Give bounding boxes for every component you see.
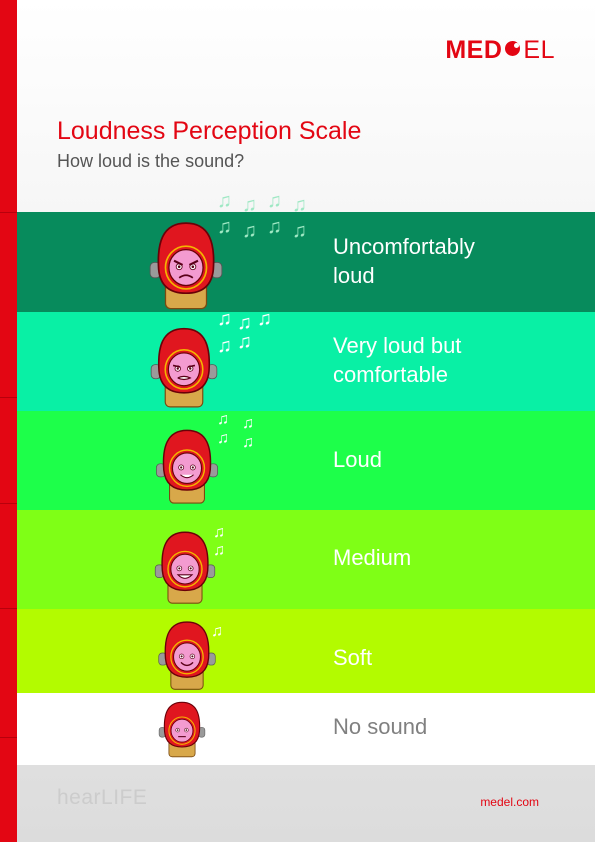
loudness-scale: ♫ ♫ ♫ ♫ ♫ ♫ ♫ ♫ Uncomfortably loud ♫ ♫ ♫ ♫ ♫ Very lo… bbox=[17, 190, 595, 765]
level-label: Loud bbox=[333, 447, 382, 472]
level-loud: ♫ ♫ ♫ ♫ Loud bbox=[17, 411, 595, 510]
logo-ear-icon bbox=[505, 41, 521, 56]
left-accent-bar bbox=[0, 0, 17, 842]
music-note-icon: ♫ bbox=[257, 308, 272, 330]
music-note-icon: ♫ bbox=[217, 411, 229, 428]
medel-logo: MED EL bbox=[445, 36, 555, 65]
music-note-icon: ♫ bbox=[217, 335, 232, 358]
header: MED EL Loudness Perception Scale How lou… bbox=[0, 0, 595, 212]
level-label: Soft bbox=[333, 645, 373, 670]
music-note-icon: ♫ bbox=[217, 216, 232, 239]
music-notes-icon: ♫ ♫ ♫ ♫ ♫ ♫ ♫ ♫ bbox=[217, 190, 317, 250]
music-note-icon: ♫ bbox=[292, 220, 307, 243]
level-label: Very loud but comfortable bbox=[333, 333, 462, 387]
logo-text-right: EL bbox=[523, 36, 555, 64]
music-note-icon: ♫ bbox=[267, 216, 282, 239]
music-note-icon: ♫ bbox=[267, 190, 282, 212]
music-notes-icon: ♫ ♫ bbox=[213, 524, 243, 559]
mascot-neutral-icon bbox=[151, 699, 213, 759]
mascot-grin-icon bbox=[149, 528, 221, 606]
music-notes-icon: ♫ ♫ ♫ ♫ bbox=[217, 411, 267, 455]
website-link[interactable]: medel.com bbox=[480, 795, 539, 809]
page-title: Loudness Perception Scale bbox=[57, 117, 362, 145]
music-note-icon: ♫ bbox=[217, 430, 229, 448]
music-note-icon: ♫ bbox=[217, 308, 232, 330]
music-note-icon: ♫ bbox=[213, 541, 225, 559]
music-note-icon: ♫ bbox=[242, 220, 257, 243]
mascot-angry-icon bbox=[131, 218, 241, 312]
music-notes-icon: ♫ bbox=[211, 623, 227, 640]
music-note-icon: ♫ bbox=[237, 312, 252, 334]
music-note-icon: ♫ bbox=[213, 524, 225, 541]
level-medium: ♫ ♫ Medium bbox=[17, 510, 595, 609]
music-notes-icon: ♫ ♫ ♫ ♫ ♫ bbox=[217, 308, 277, 362]
music-note-icon: ♫ bbox=[211, 623, 223, 640]
mascot-happy-icon bbox=[151, 618, 223, 692]
mascot-smile-icon bbox=[147, 426, 227, 506]
music-note-icon: ♫ bbox=[292, 194, 307, 216]
page-subtitle: How loud is the sound? bbox=[57, 151, 245, 171]
level-label: Uncomfortably loud bbox=[333, 234, 475, 288]
level-soft: ♫ Soft bbox=[17, 609, 595, 693]
music-note-icon: ♫ bbox=[242, 194, 257, 216]
level-label: Medium bbox=[333, 545, 412, 570]
music-note-icon: ♫ bbox=[237, 331, 252, 354]
music-note-icon: ♫ bbox=[242, 434, 254, 452]
hearlife-brand: hearLIFE bbox=[57, 786, 148, 809]
level-no-sound: No sound bbox=[17, 693, 595, 765]
music-note-icon: ♫ bbox=[242, 415, 254, 432]
level-uncomfortably-loud: ♫ ♫ ♫ ♫ ♫ ♫ ♫ ♫ Uncomfortably loud bbox=[17, 190, 595, 312]
level-very-loud: ♫ ♫ ♫ ♫ ♫ Very loud but comfortable bbox=[17, 308, 595, 411]
mascot-strained-icon bbox=[144, 324, 224, 410]
level-label: No sound bbox=[333, 714, 428, 739]
music-note-icon: ♫ bbox=[217, 190, 232, 212]
logo-text-left: MED bbox=[445, 36, 503, 64]
